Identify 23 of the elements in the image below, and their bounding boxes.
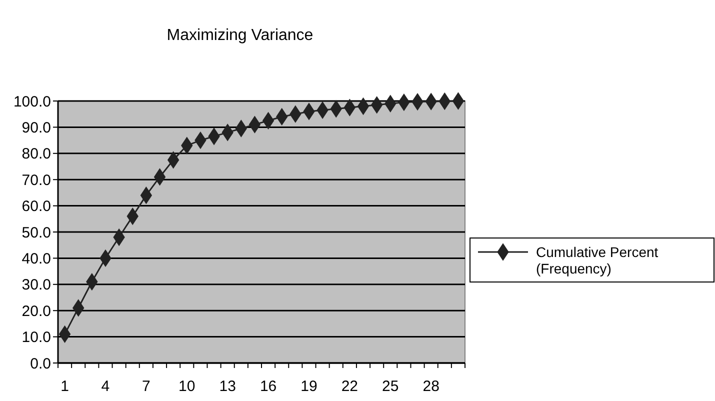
legend-label: Cumulative Percent (Frequency) [536, 244, 658, 277]
y-tick-label: 50.0 [22, 224, 51, 242]
x-tick-label: 4 [101, 378, 110, 395]
x-tick-label: 22 [341, 378, 358, 395]
x-tick-label: 10 [178, 378, 196, 395]
y-tick-label: 10.0 [22, 329, 51, 346]
x-tick-label: 19 [300, 378, 318, 395]
y-tick-label: 60.0 [22, 198, 51, 216]
y-tick-label: 90.0 [22, 119, 51, 136]
y-tick-label: 30.0 [22, 276, 51, 294]
x-tick-label: 25 [382, 378, 399, 395]
y-tick-label: 80.0 [22, 146, 51, 163]
y-tick-label: 40.0 [22, 250, 51, 268]
x-tick-label: 1 [60, 378, 69, 395]
y-tick-label: 100.0 [13, 93, 51, 110]
y-tick-label: 20.0 [22, 302, 51, 320]
chart-title: Maximizing Variance [166, 27, 314, 44]
x-tick-label: 28 [422, 378, 440, 395]
x-tick-label: 13 [219, 378, 236, 395]
x-tick-label: 16 [260, 378, 277, 395]
y-tick-label: 0.0 [30, 355, 51, 372]
x-tick-label: 7 [142, 378, 150, 395]
y-tick-label: 70.0 [22, 172, 51, 189]
